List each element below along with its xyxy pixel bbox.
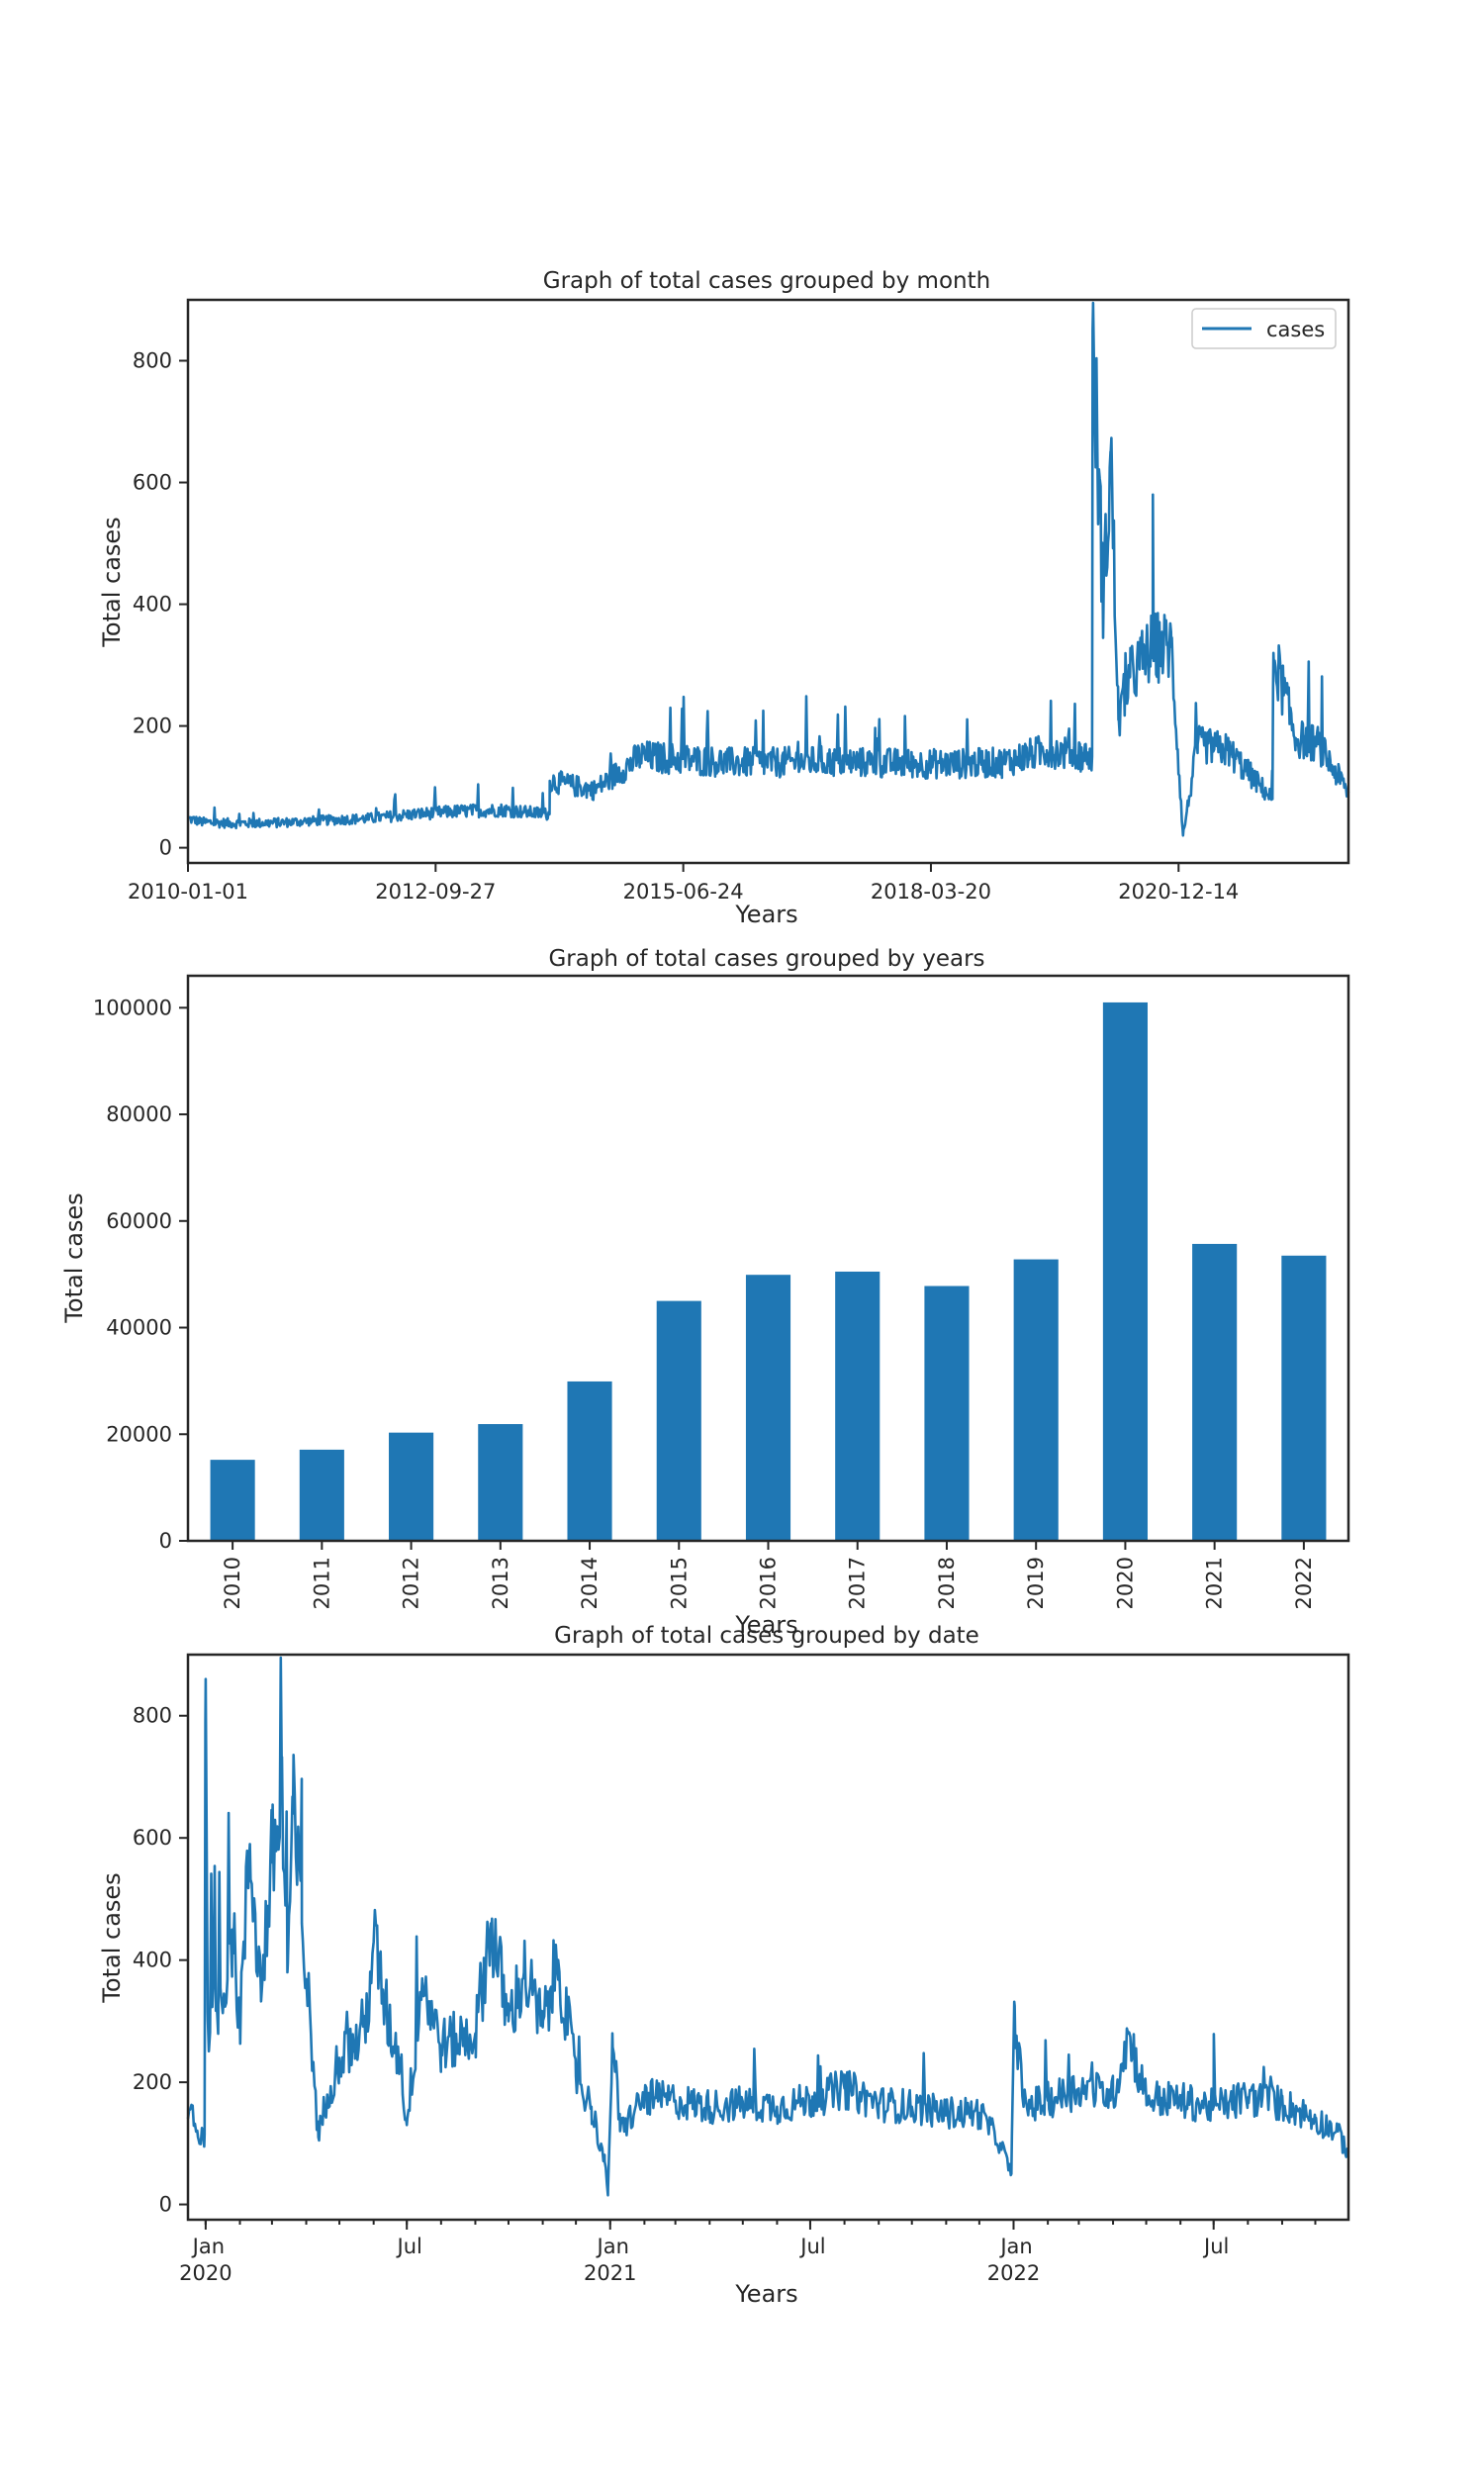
chart-years-bar-2015 xyxy=(656,1300,701,1541)
chart-years-y-label: Total cases xyxy=(60,1192,88,1323)
chart-date-x-tick-label: Jul xyxy=(798,2235,825,2258)
chart-month-y-label: Total cases xyxy=(98,517,126,647)
chart-month-x-tick-label: 2020-12-14 xyxy=(1118,880,1239,904)
chart-date-x-tick-year: 2021 xyxy=(584,2261,636,2285)
chart-years-bar-2012 xyxy=(389,1432,434,1541)
chart-years-title: Graph of total cases grouped by years xyxy=(548,946,984,972)
chart-years-x-ticks: 2010 2011 2012 2013 2014 2015 2016 2017 2018 2019… xyxy=(221,1541,1316,1609)
chart-years-x-tick-label: 2013 xyxy=(489,1557,512,1609)
chart-years-bar-2020 xyxy=(1102,1001,1148,1541)
chart-years-bar-2010 xyxy=(210,1460,255,1541)
chart-month: Graph of total cases grouped by month 0 2… xyxy=(98,268,1350,928)
chart-years-x-tick-label: 2010 xyxy=(221,1557,244,1609)
chart-date-x-tick-label: Jul xyxy=(396,2235,422,2258)
chart-years-y-tick-label: 0 xyxy=(159,1529,172,1553)
chart-month-frame xyxy=(186,298,1350,865)
chart-years-y-tick-label: 80000 xyxy=(106,1102,172,1126)
chart-month-x-tick-label: 2018-03-20 xyxy=(871,880,991,904)
chart-date-y-tick-label: 800 xyxy=(133,1704,172,1728)
chart-date-x-tick-year: 2020 xyxy=(179,2261,232,2285)
chart-years-bar-2018 xyxy=(924,1286,970,1541)
chart-years-x-tick-label: 2022 xyxy=(1292,1557,1316,1609)
chart-date-y-tick-label: 600 xyxy=(133,1826,172,1850)
chart-month-x-tick-label: 2015-06-24 xyxy=(623,880,744,904)
chart-years-bar-2011 xyxy=(299,1449,344,1541)
chart-month-x-ticks: 2010-01-01 2012-09-27 2015-06-24 2018-03-20… xyxy=(128,863,1239,904)
chart-years-x-tick-label: 2016 xyxy=(757,1557,781,1609)
chart-month-y-tick-label: 600 xyxy=(133,471,172,495)
chart-date-x-tick-year: 2022 xyxy=(987,2261,1040,2285)
chart-date-x-label: Years xyxy=(734,2280,797,2308)
chart-month-series xyxy=(186,301,1350,837)
chart-date-series xyxy=(186,1656,1350,2197)
chart-years-bars xyxy=(210,1001,1327,1541)
chart-date-line-cases xyxy=(186,1656,1350,2197)
chart-years-bar-2014 xyxy=(567,1381,612,1541)
chart-years-y-tick-label: 100000 xyxy=(93,996,172,1019)
chart-years-y-tick-label: 20000 xyxy=(106,1422,172,1446)
chart-years-y-ticks: 0 20000 40000 60000 80000 100000 xyxy=(93,996,188,1553)
chart-years-bar-2019 xyxy=(1013,1259,1059,1541)
chart-date-x-ticks: Jan 2020 Jul Jan 2021 Jul Jan 2022 Jul xyxy=(179,2220,1317,2285)
chart-years-x-label: Years xyxy=(734,1611,797,1639)
chart-date-y-tick-label: 400 xyxy=(133,1949,172,1972)
chart-date-y-label: Total cases xyxy=(98,1872,126,2003)
chart-month-x-tick-label: 2012-09-27 xyxy=(375,880,496,904)
chart-month-line-cases xyxy=(186,301,1350,837)
chart-years-x-tick-label: 2015 xyxy=(667,1557,691,1609)
chart-years-bar-2016 xyxy=(745,1275,791,1541)
chart-years-bar-2013 xyxy=(478,1424,523,1541)
chart-month-title: Graph of total cases grouped by month xyxy=(543,268,990,294)
chart-month-y-tick-label: 400 xyxy=(133,593,172,617)
chart-years-x-tick-label: 2014 xyxy=(578,1557,602,1609)
chart-date-x-tick-label: Jul xyxy=(1202,2235,1229,2258)
chart-years-bar-2017 xyxy=(835,1271,881,1541)
chart-years-x-tick-label: 2017 xyxy=(846,1557,870,1609)
chart-date-title: Graph of total cases grouped by date xyxy=(554,1623,979,1649)
chart-years-y-tick-label: 60000 xyxy=(106,1209,172,1233)
chart-date: Graph of total cases grouped by date 0 20… xyxy=(98,1623,1350,2308)
chart-years-y-tick-label: 40000 xyxy=(106,1316,172,1340)
chart-month-x-label: Years xyxy=(734,901,797,928)
chart-month-y-ticks: 0 200 400 600 800 xyxy=(133,349,188,860)
chart-month-y-tick-label: 200 xyxy=(133,715,172,738)
chart-years: Graph of total cases grouped by years 0 2… xyxy=(60,946,1350,1639)
chart-month-y-tick-label: 0 xyxy=(159,836,172,860)
chart-years-x-tick-label: 2020 xyxy=(1113,1557,1137,1609)
legend-entry-cases: cases xyxy=(1266,318,1325,341)
chart-years-x-tick-label: 2012 xyxy=(400,1557,423,1609)
chart-years-x-tick-label: 2019 xyxy=(1024,1557,1048,1609)
chart-month-y-tick-label: 800 xyxy=(133,349,172,373)
chart-date-y-ticks: 0 200 400 600 800 xyxy=(133,1704,188,2217)
chart-years-bar-2021 xyxy=(1192,1243,1238,1541)
chart-date-x-tick-label: Jan xyxy=(596,2235,629,2258)
legend-box xyxy=(1191,308,1337,349)
chart-years-x-tick-label: 2018 xyxy=(935,1557,959,1609)
chart-date-y-tick-label: 0 xyxy=(159,2193,172,2217)
chart-month-legend: cases xyxy=(1191,308,1337,349)
chart-date-x-tick-label: Jan xyxy=(191,2235,225,2258)
chart-date-frame xyxy=(186,1653,1350,2222)
chart-month-x-tick-label: 2010-01-01 xyxy=(128,880,248,904)
chart-years-x-tick-label: 2011 xyxy=(310,1557,333,1609)
chart-years-x-tick-label: 2021 xyxy=(1203,1557,1227,1609)
chart-date-x-tick-label: Jan xyxy=(998,2235,1032,2258)
chart-date-y-tick-label: 200 xyxy=(133,2070,172,2094)
chart-years-bar-2022 xyxy=(1281,1255,1327,1541)
